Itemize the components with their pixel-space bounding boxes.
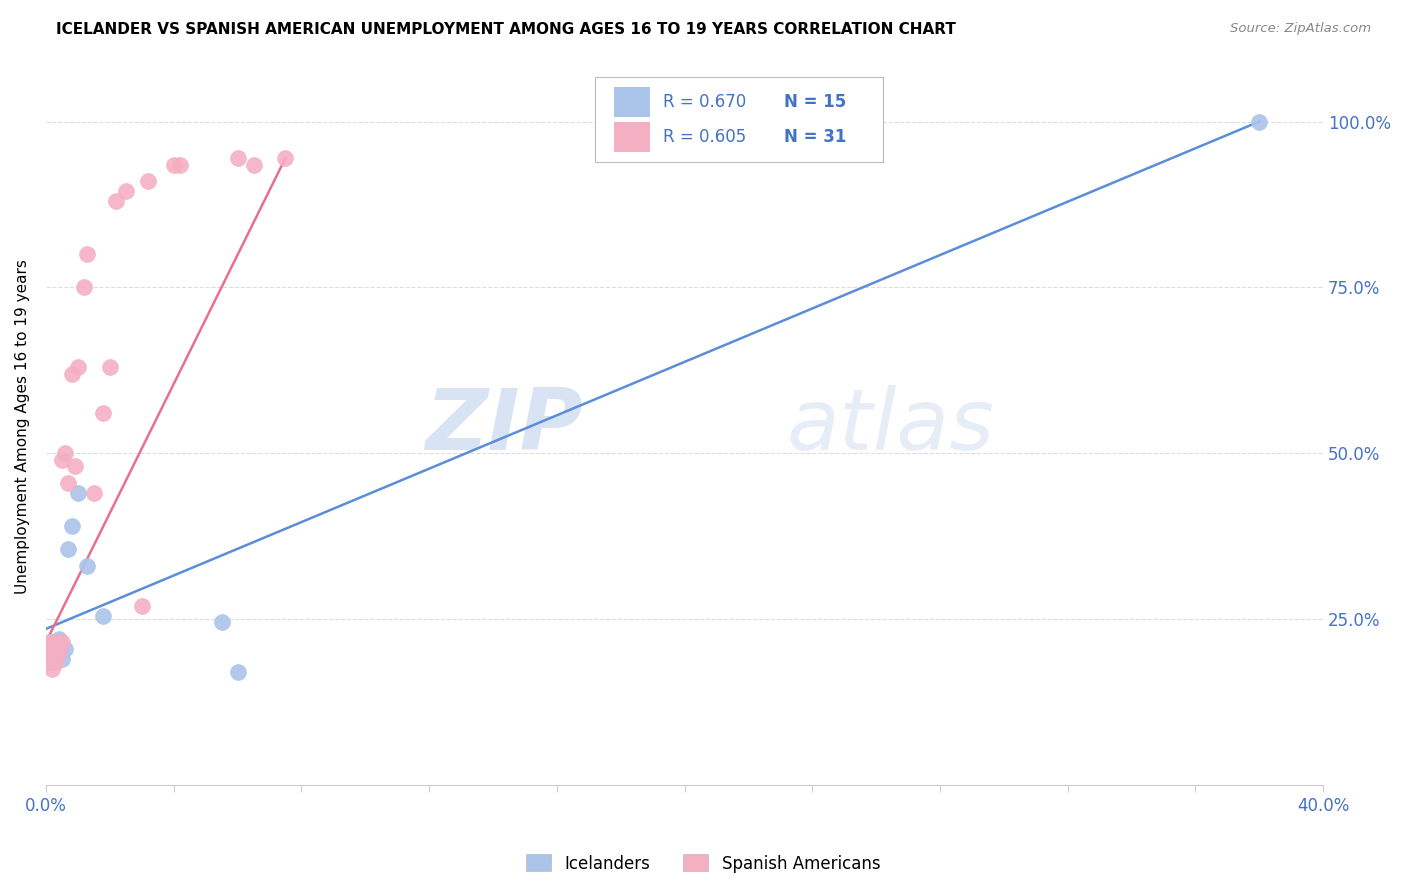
Bar: [614, 122, 650, 153]
Point: [45, 648, 67, 663]
Point: [76, 558, 98, 573]
Point: [93, 406, 115, 420]
Point: [1249, 114, 1271, 128]
Text: R = 0.605: R = 0.605: [662, 128, 747, 146]
Point: [48, 632, 70, 646]
Point: [38, 655, 60, 669]
Point: [274, 151, 297, 165]
Point: [76, 247, 98, 261]
Point: [60, 367, 83, 381]
Point: [83, 486, 105, 500]
Point: [38, 648, 60, 663]
Legend: Icelanders, Spanish Americans: Icelanders, Spanish Americans: [519, 847, 887, 880]
Text: ZIP: ZIP: [425, 385, 582, 468]
Point: [60, 519, 83, 533]
Text: ICELANDER VS SPANISH AMERICAN UNEMPLOYMENT AMONG AGES 16 TO 19 YEARS CORRELATION: ICELANDER VS SPANISH AMERICAN UNEMPLOYME…: [56, 22, 956, 37]
Point: [41, 639, 63, 653]
Point: [51, 635, 73, 649]
Point: [41, 662, 63, 676]
Point: [66, 359, 89, 374]
Point: [53, 641, 76, 656]
Point: [211, 615, 233, 630]
Point: [169, 158, 191, 172]
Text: Source: ZipAtlas.com: Source: ZipAtlas.com: [1230, 22, 1371, 36]
Point: [98, 359, 121, 374]
Point: [114, 184, 136, 198]
Point: [63, 459, 86, 474]
Point: [41, 635, 63, 649]
Point: [48, 645, 70, 659]
FancyBboxPatch shape: [595, 77, 883, 161]
Point: [226, 151, 249, 165]
Point: [66, 486, 89, 500]
Point: [131, 599, 153, 613]
Point: [58, 542, 80, 557]
Point: [45, 645, 67, 659]
Text: N = 15: N = 15: [785, 93, 846, 111]
Text: atlas: atlas: [787, 385, 994, 468]
Bar: [614, 87, 650, 117]
Point: [58, 475, 80, 490]
Point: [41, 648, 63, 663]
Point: [38, 648, 60, 663]
Point: [51, 652, 73, 666]
Point: [163, 158, 186, 172]
Point: [41, 655, 63, 669]
Point: [51, 452, 73, 467]
Point: [105, 194, 128, 209]
Point: [48, 635, 70, 649]
Point: [53, 446, 76, 460]
Point: [136, 174, 159, 188]
Point: [93, 608, 115, 623]
Point: [38, 635, 60, 649]
Point: [226, 665, 249, 679]
Point: [242, 158, 264, 172]
Text: N = 31: N = 31: [785, 128, 846, 146]
Text: R = 0.670: R = 0.670: [662, 93, 747, 111]
Point: [73, 280, 96, 294]
Point: [45, 655, 67, 669]
Y-axis label: Unemployment Among Ages 16 to 19 years: Unemployment Among Ages 16 to 19 years: [15, 260, 30, 594]
